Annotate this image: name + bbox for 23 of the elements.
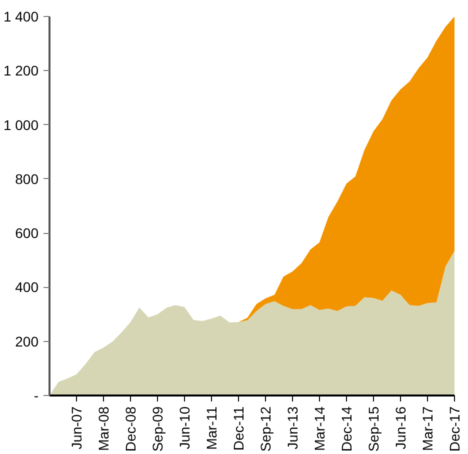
- x-tick-label: Mar-14: [311, 406, 328, 451]
- y-tick-label: -: [34, 388, 39, 404]
- x-tick-label: Jun-16: [392, 406, 408, 450]
- x-tick-label: Sep-09: [150, 406, 166, 452]
- x-tick-label: Dec-08: [122, 406, 139, 452]
- x-tick-label: Jun-10: [176, 406, 192, 450]
- x-tick-label: Dec-11: [230, 406, 246, 451]
- y-tick-label: 1 200: [3, 62, 39, 79]
- y-tick-label: 400: [15, 279, 39, 296]
- y-tick-label: 200: [15, 333, 39, 350]
- x-tick-label: Mar-17: [419, 406, 436, 451]
- x-tick-label: Dec-14: [338, 406, 354, 452]
- x-tick-label: Mar-08: [95, 406, 112, 451]
- y-tick-label: 800: [15, 170, 39, 187]
- x-tick-label: Sep-15: [365, 406, 382, 452]
- x-tick-label: Jun-07: [68, 406, 84, 450]
- x-tick-label: Sep-12: [258, 406, 274, 452]
- x-tick-label: Jun-13: [284, 406, 300, 450]
- y-tick-label: 1 000: [3, 116, 39, 133]
- x-tick-label: Dec-17: [446, 406, 462, 452]
- y-tick-label: 600: [15, 225, 39, 242]
- y-tick-label: 1 400: [3, 8, 39, 24]
- x-tick-label: Mar-11: [203, 406, 220, 450]
